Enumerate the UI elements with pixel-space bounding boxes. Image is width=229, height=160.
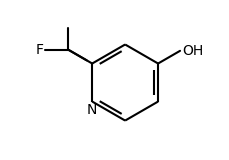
Text: F: F xyxy=(35,43,43,57)
Text: OH: OH xyxy=(181,44,202,58)
Text: N: N xyxy=(87,103,97,117)
